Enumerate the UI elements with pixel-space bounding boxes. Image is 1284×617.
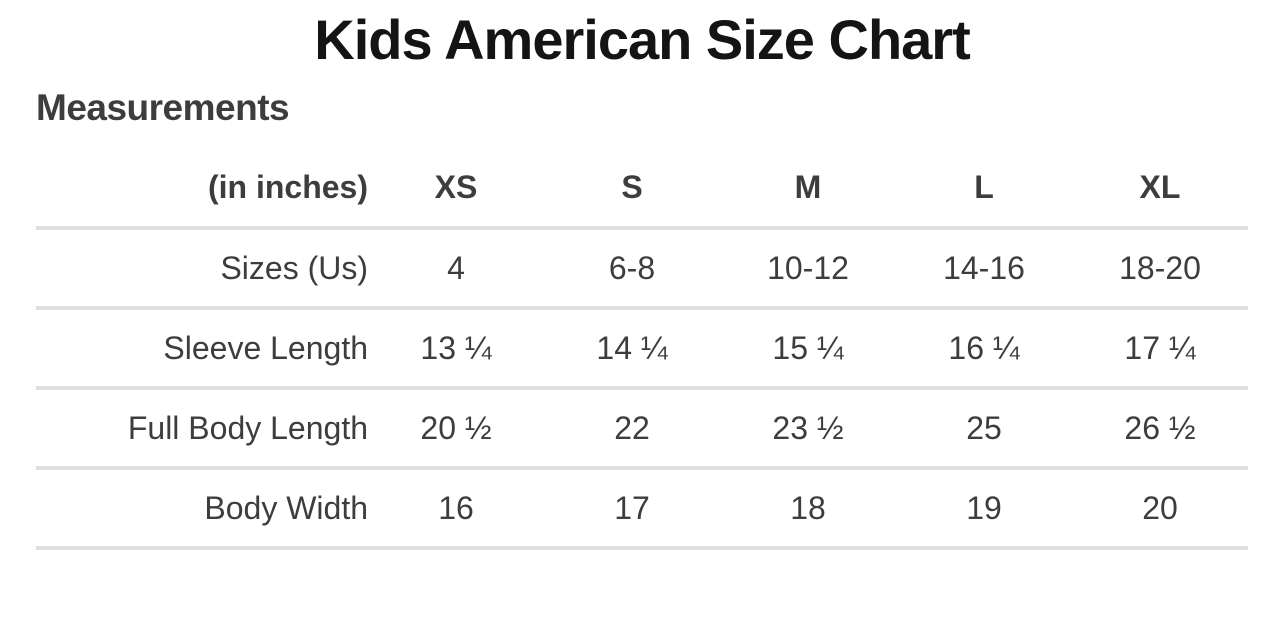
cell-sizes-xs: 4 xyxy=(368,228,544,310)
cell-sizes-s: 6-8 xyxy=(544,228,720,310)
size-chart-table: (in inches) XS S M L XL Sizes (Us) 4 6-8… xyxy=(36,148,1248,550)
cell-fullbody-m: 23 ½ xyxy=(720,388,896,470)
cell-bodywidth-m: 18 xyxy=(720,468,896,550)
row-label: Full Body Length xyxy=(36,388,368,470)
page-title: Kids American Size Chart xyxy=(314,8,970,71)
measurements-heading: Measurements xyxy=(36,87,290,128)
row-label: Sleeve Length xyxy=(36,308,368,390)
table-row-sleeve-length: Sleeve Length 13 ¼ 14 ¼ 15 ¼ 16 ¼ 17 ¼ xyxy=(36,308,1248,390)
cell-sizes-xl: 18-20 xyxy=(1072,228,1248,310)
table-row-sizes-us: Sizes (Us) 4 6-8 10-12 14-16 18-20 xyxy=(36,228,1248,310)
table-row-full-body-length: Full Body Length 20 ½ 22 23 ½ 25 26 ½ xyxy=(36,388,1248,470)
cell-bodywidth-xl: 20 xyxy=(1072,468,1248,550)
cell-fullbody-xs: 20 ½ xyxy=(368,388,544,470)
cell-fullbody-l: 25 xyxy=(896,388,1072,470)
cell-sizes-l: 14-16 xyxy=(896,228,1072,310)
cell-fullbody-xl: 26 ½ xyxy=(1072,388,1248,470)
cell-sizes-m: 10-12 xyxy=(720,228,896,310)
cell-sleeve-s: 14 ¼ xyxy=(544,308,720,390)
col-header-m: M xyxy=(720,148,896,230)
col-header-xs: XS xyxy=(368,148,544,230)
row-label: Body Width xyxy=(36,468,368,550)
header-row: (in inches) XS S M L XL xyxy=(36,148,1248,230)
cell-bodywidth-xs: 16 xyxy=(368,468,544,550)
cell-sleeve-xl: 17 ¼ xyxy=(1072,308,1248,390)
row-label: Sizes (Us) xyxy=(36,228,368,310)
unit-label: (in inches) xyxy=(36,148,368,230)
cell-bodywidth-l: 19 xyxy=(896,468,1072,550)
table-row-body-width: Body Width 16 17 18 19 20 xyxy=(36,468,1248,550)
cell-bodywidth-s: 17 xyxy=(544,468,720,550)
cell-sleeve-m: 15 ¼ xyxy=(720,308,896,390)
cell-fullbody-s: 22 xyxy=(544,388,720,470)
col-header-l: L xyxy=(896,148,1072,230)
cell-sleeve-xs: 13 ¼ xyxy=(368,308,544,390)
col-header-xl: XL xyxy=(1072,148,1248,230)
cell-sleeve-l: 16 ¼ xyxy=(896,308,1072,390)
size-chart-page: Kids American Size Chart Measurements (i… xyxy=(0,10,1284,617)
col-header-s: S xyxy=(544,148,720,230)
